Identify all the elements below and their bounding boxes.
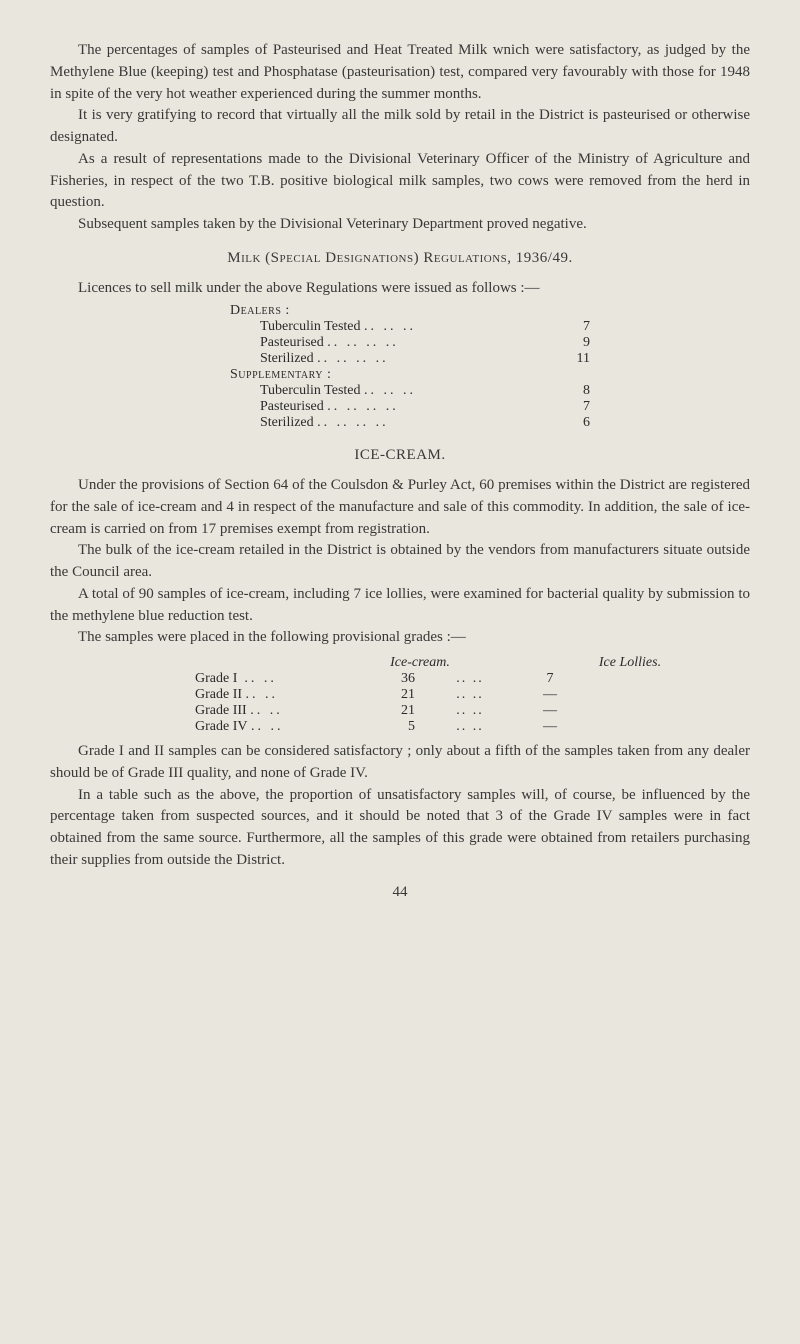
grades-header-icecream: Ice-cream. xyxy=(325,655,515,671)
list-item: Tuberculin Tested .. .. .. 8 xyxy=(230,383,590,399)
document-page: The percentages of samples of Pasteurise… xyxy=(0,0,800,923)
grades-header-lollies: Ice Lollies. xyxy=(515,655,745,671)
dots: .. .. xyxy=(244,671,277,686)
grade-label: Grade III xyxy=(195,703,247,718)
grade-lollies: — xyxy=(525,687,575,703)
dots: .. .. .. .. xyxy=(317,351,389,366)
grade-icecream: 36 xyxy=(325,671,415,687)
grade-label: Grade II xyxy=(195,687,242,702)
item-label: Sterilized xyxy=(260,351,314,366)
paragraph-8: A total of 90 samples of ice-cream, incl… xyxy=(50,584,750,628)
item-value: 6 xyxy=(583,415,590,431)
milk-heading: Milk (Special Designations) Regulations,… xyxy=(50,248,750,270)
list-item: Pasteurised .. .. .. .. 7 xyxy=(230,399,590,415)
paragraph-9: The samples were placed in the following… xyxy=(50,627,750,649)
dealers-list: Dealers : Tuberculin Tested .. .. .. 7 P… xyxy=(230,303,750,431)
table-row: Grade II .. .. 21 .. .. — xyxy=(195,687,750,703)
list-item: Sterilized .. .. .. .. 6 xyxy=(230,415,590,431)
item-value: 11 xyxy=(577,351,590,367)
grade-lollies: 7 xyxy=(525,671,575,687)
item-value: 7 xyxy=(583,399,590,415)
paragraph-7: The bulk of the ice-cream retailed in th… xyxy=(50,540,750,584)
list-item: Pasteurised .. .. .. .. 9 xyxy=(230,335,590,351)
dealers-heading: Dealers : xyxy=(230,303,750,319)
dots: .. .. xyxy=(415,671,525,687)
grade-icecream: 5 xyxy=(325,719,415,735)
grade-lollies: — xyxy=(525,703,575,719)
list-item: Tuberculin Tested .. .. .. 7 xyxy=(230,319,590,335)
item-label: Pasteurised xyxy=(260,335,324,350)
page-number: 44 xyxy=(50,882,750,904)
dots: .. .. .. .. xyxy=(327,399,399,414)
grades-header: Ice-cream. Ice Lollies. xyxy=(195,655,750,671)
dots: .. .. .. .. xyxy=(317,415,389,430)
grades-table: Ice-cream. Ice Lollies. Grade I .. .. 36… xyxy=(195,655,750,735)
dots: .. .. xyxy=(246,687,279,702)
item-label: Pasteurised xyxy=(260,399,324,414)
paragraph-10: Grade I and II samples can be considered… xyxy=(50,741,750,785)
table-row: Grade I .. .. 36 .. .. 7 xyxy=(195,671,750,687)
item-label: Tuberculin Tested xyxy=(260,383,361,398)
icecream-heading: ICE-CREAM. xyxy=(50,445,750,467)
dots: .. .. xyxy=(415,703,525,719)
item-label: Tuberculin Tested xyxy=(260,319,361,334)
paragraph-6: Under the provisions of Section 64 of th… xyxy=(50,475,750,540)
paragraph-5: Licences to sell milk under the above Re… xyxy=(50,278,750,300)
dots: .. .. xyxy=(415,687,525,703)
table-row: Grade III .. .. 21 .. .. — xyxy=(195,703,750,719)
list-item: Sterilized .. .. .. .. 11 xyxy=(230,351,590,367)
grade-icecream: 21 xyxy=(325,687,415,703)
item-label: Sterilized xyxy=(260,415,314,430)
paragraph-4: Subsequent samples taken by the Division… xyxy=(50,214,750,236)
grade-icecream: 21 xyxy=(325,703,415,719)
table-row: Grade IV .. .. 5 .. .. — xyxy=(195,719,750,735)
dots: .. .. .. xyxy=(364,319,416,334)
item-value: 8 xyxy=(583,383,590,399)
dots: .. .. .. .. xyxy=(327,335,399,350)
item-value: 9 xyxy=(583,335,590,351)
supplementary-heading: Supplementary : xyxy=(230,367,750,383)
dots: .. .. xyxy=(251,719,284,734)
paragraph-3: As a result of representations made to t… xyxy=(50,149,750,214)
grade-lollies: — xyxy=(525,719,575,735)
dots: .. .. .. xyxy=(364,383,416,398)
paragraph-1: The percentages of samples of Pasteurise… xyxy=(50,40,750,105)
paragraph-11: In a table such as the above, the propor… xyxy=(50,785,750,872)
grade-label: Grade I xyxy=(195,671,237,686)
item-value: 7 xyxy=(583,319,590,335)
grade-label: Grade IV xyxy=(195,719,247,734)
dots: .. .. xyxy=(415,719,525,735)
paragraph-2: It is very gratifying to record that vir… xyxy=(50,105,750,149)
dots: .. .. xyxy=(250,703,283,718)
